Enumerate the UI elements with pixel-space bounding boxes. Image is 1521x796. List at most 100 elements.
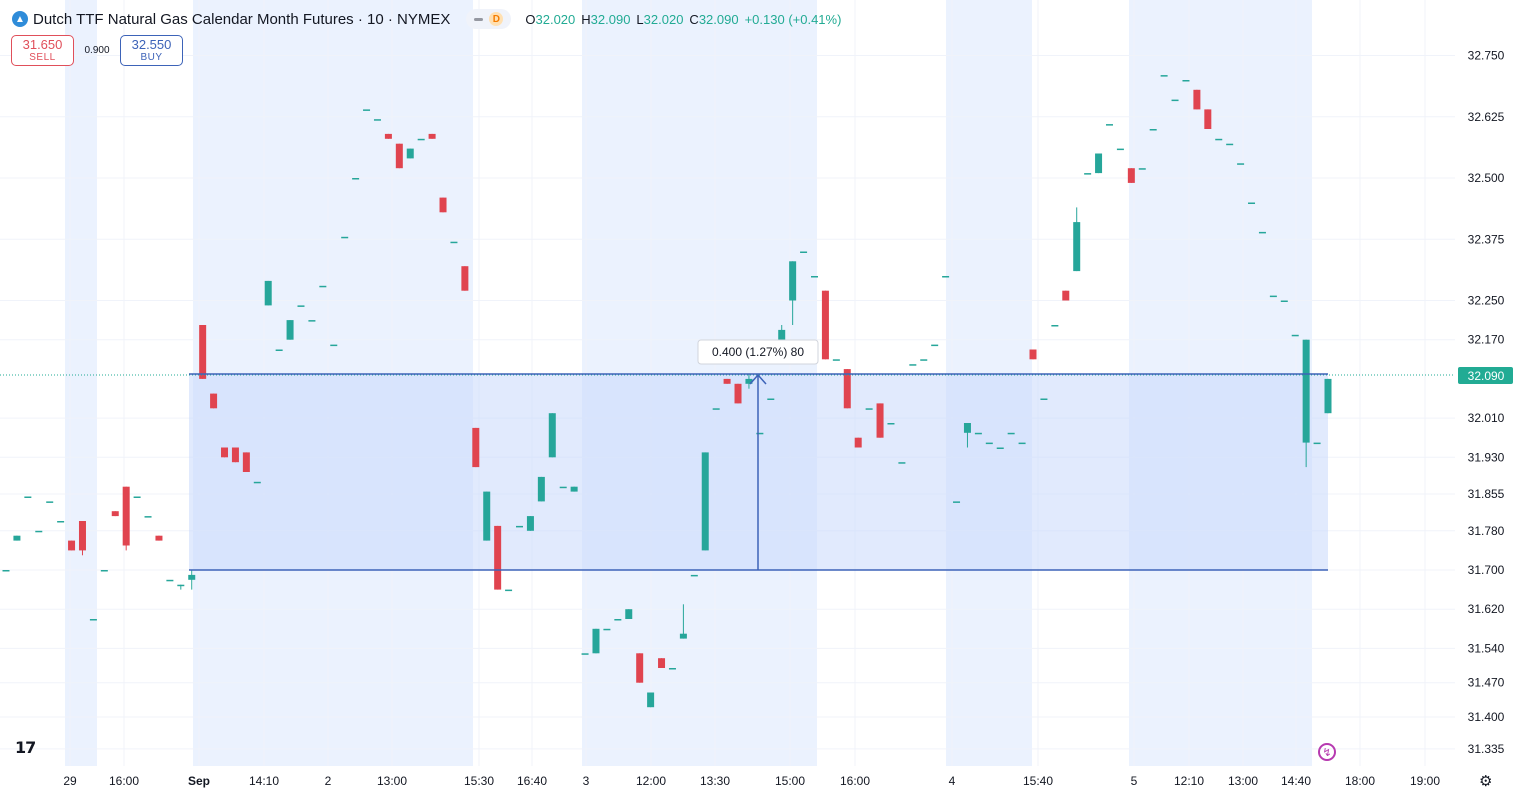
candle: [177, 584, 185, 590]
candle: [57, 521, 65, 523]
candle: [155, 535, 163, 541]
y-tick-label: 32.750: [1468, 49, 1505, 63]
candle: [439, 197, 447, 213]
candle: [1040, 398, 1048, 400]
candle: [865, 408, 873, 410]
y-tick-label: 32.010: [1468, 411, 1505, 425]
last-price-value: 32.090: [1468, 369, 1505, 383]
candle: [1215, 138, 1223, 141]
x-tick-label: 13:00: [1228, 774, 1258, 788]
candle: [1007, 432, 1015, 435]
candle: [537, 476, 545, 502]
candle: [242, 452, 250, 472]
candle: [1182, 80, 1190, 82]
candle: [963, 423, 971, 448]
candle: [701, 452, 709, 551]
candle: [297, 305, 305, 307]
tradingview-logo[interactable]: 17: [15, 738, 36, 757]
x-tick-label: 15:00: [775, 774, 805, 788]
x-tick-label: 3: [583, 774, 590, 788]
symbol-title[interactable]: Dutch TTF Natural Gas Calendar Month Fut…: [33, 10, 451, 28]
candle: [559, 486, 567, 489]
spread-value: 0.900: [84, 45, 110, 56]
y-tick-label: 32.250: [1468, 294, 1505, 308]
candle: [603, 628, 611, 631]
y-tick-label: 31.700: [1468, 563, 1505, 577]
candle: [286, 320, 294, 340]
candle: [1018, 442, 1026, 445]
candle: [756, 432, 764, 435]
status-pill[interactable]: D: [466, 9, 512, 29]
buy-button[interactable]: 32.550 BUY: [120, 35, 183, 66]
candle: [636, 653, 644, 683]
y-tick-label: 31.620: [1468, 602, 1505, 616]
candle: [1138, 168, 1146, 170]
candle: [668, 668, 676, 670]
x-tick-label: 5: [1131, 774, 1138, 788]
candle: [264, 280, 272, 306]
candle: [898, 462, 906, 464]
candle: [363, 109, 371, 111]
candle: [253, 481, 261, 484]
x-tick-label: 14:40: [1281, 774, 1311, 788]
candle: [1127, 168, 1135, 183]
candle: [133, 496, 141, 498]
candle: [472, 427, 480, 468]
candle: [231, 447, 239, 463]
x-tick-label: 16:00: [840, 774, 870, 788]
y-tick-label: 32.625: [1468, 110, 1505, 124]
change-value: +0.130 (+0.41%): [744, 11, 842, 27]
candle: [734, 383, 742, 404]
y-tick-label: 32.170: [1468, 333, 1505, 347]
candle: [690, 574, 698, 577]
candle: [395, 143, 403, 169]
candle: [625, 609, 633, 619]
candle: [78, 521, 86, 556]
candle: [1084, 173, 1092, 175]
candle: [505, 589, 513, 592]
candle: [1258, 231, 1266, 234]
candle: [876, 403, 884, 438]
time-axis[interactable]: 29 16:00 Sep 14:10 2 13:00 15:30 16:40 3 12:00 13:…: [63, 774, 1440, 788]
gear-icon[interactable]: ⚙: [1479, 773, 1493, 790]
candle: [647, 692, 655, 708]
y-tick-label: 31.540: [1468, 641, 1505, 655]
candle: [1280, 300, 1288, 302]
sell-button[interactable]: 31.650 SELL: [11, 35, 74, 66]
candle: [68, 540, 76, 551]
x-tick-label: 2: [325, 774, 332, 788]
candle: [1193, 89, 1201, 110]
x-tick-label: 19:00: [1410, 774, 1440, 788]
candle: [581, 653, 589, 655]
candle: [931, 344, 939, 347]
y-tick-label: 31.470: [1468, 676, 1505, 690]
candle: [887, 423, 895, 425]
y-tick-label: 31.335: [1468, 742, 1505, 756]
candle: [1226, 143, 1234, 146]
candle: [1324, 378, 1332, 414]
candle: [494, 525, 502, 590]
candle: [614, 619, 622, 621]
candle: [810, 276, 818, 278]
ohlc-values: O32.020 H32.090 L32.020 C32.090 +0.130 (…: [525, 11, 842, 27]
candle: [996, 447, 1004, 449]
candle: [461, 266, 469, 291]
candle: [1291, 334, 1299, 337]
candle: [832, 359, 840, 361]
measure-tool[interactable]: 0.400 (1.27%) 80: [189, 339, 1328, 571]
trade-panel: 31.650 SELL 0.900 32.550 BUY: [11, 35, 183, 66]
flame-icon: ▲: [12, 11, 28, 27]
candle: [166, 579, 174, 582]
lightning-icon[interactable]: ↯: [1318, 743, 1336, 761]
candle: [789, 261, 797, 325]
x-tick-label: 14:10: [249, 774, 279, 788]
candle: [428, 133, 436, 139]
candle: [199, 325, 207, 379]
x-tick-label: 4: [949, 774, 956, 788]
price-axis[interactable]: 32.750 32.625 32.500 32.375 32.250 32.170 32.0…: [1468, 49, 1505, 756]
candle: [942, 276, 950, 278]
candle: [985, 442, 993, 445]
candle: [111, 511, 119, 517]
candle: [1095, 153, 1103, 174]
